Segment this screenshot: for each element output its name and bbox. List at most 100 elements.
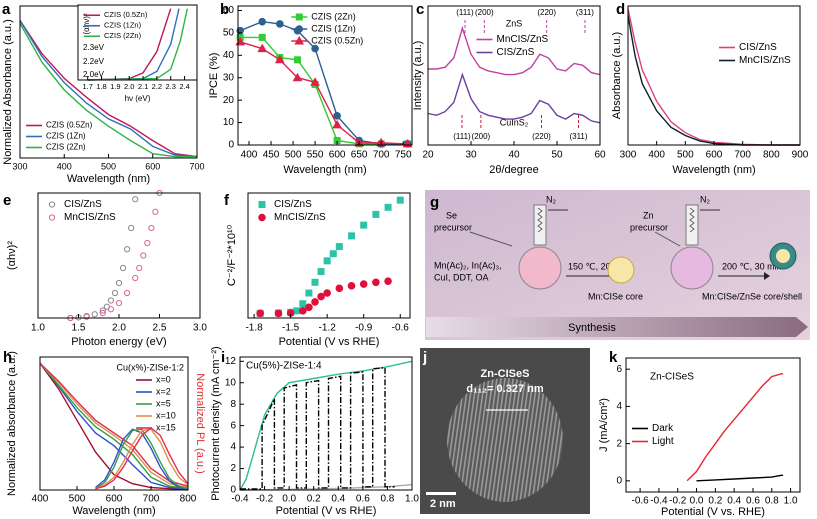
x-tick-label: -0.6 xyxy=(392,323,410,334)
y-tick-label: 20 xyxy=(223,95,235,106)
diagram-text: precursor xyxy=(630,222,668,232)
marker xyxy=(276,20,284,28)
x-axis-label: Potential (V vs RHE) xyxy=(276,505,377,517)
series-line xyxy=(87,8,188,81)
x-tick-label: 0.6 xyxy=(356,494,370,505)
marker xyxy=(332,119,342,129)
diagram-text: precursor xyxy=(434,222,472,232)
reference-label: (220) xyxy=(537,8,556,17)
x-tick-label: -1.5 xyxy=(282,323,300,334)
marker xyxy=(144,239,151,247)
chart: -0.6 -0.4 -0.2 0.0 0.2 0.4 0.6 0.8 1.0 0 2 4 6 Potent… xyxy=(598,349,801,518)
annotation: Cu(5%)-ZISe-1:4 xyxy=(246,361,322,372)
y-tick-label: 50 xyxy=(223,28,235,39)
marker xyxy=(384,203,392,211)
x-tick-label: 1.7 xyxy=(82,82,92,91)
y-axis-label: (αhν)² xyxy=(6,241,18,270)
legend-label: x=15 xyxy=(156,422,176,432)
series-line xyxy=(95,428,189,490)
y-tick-label: 0 xyxy=(228,140,234,151)
series-line xyxy=(39,362,189,491)
lattice-fringes xyxy=(447,378,563,502)
legend-label: CIS/ZnS xyxy=(274,199,312,210)
legend-label: MnCIS/ZnS xyxy=(274,212,326,223)
y-tick-label: 12 xyxy=(225,356,237,367)
x-tick-label: 1.0 xyxy=(405,494,419,505)
marker xyxy=(274,309,283,318)
x-tick-label: -0.2 xyxy=(669,496,687,507)
diagram-text: Mn:CISe/ZnSe core/shell xyxy=(702,291,802,301)
panel-letter: i xyxy=(221,349,225,366)
x-tick-label: 1.0 xyxy=(784,496,798,507)
x-tick-label: 700 xyxy=(734,150,751,161)
plot-frame xyxy=(627,5,801,146)
x-tick-label: 2.0 xyxy=(124,82,134,91)
reference-label: (311) xyxy=(576,8,594,17)
y-tick-label: 4 xyxy=(230,442,236,453)
y-axis-label: Normalized absorbance (a.u.) xyxy=(6,351,18,496)
marker xyxy=(83,313,90,320)
x-tick-label: 3.0 xyxy=(193,323,207,334)
marker xyxy=(347,282,356,290)
panel-letter: h xyxy=(3,349,12,366)
flask xyxy=(670,246,714,290)
x-tick-label: -1.8 xyxy=(245,323,263,334)
y-tick-label: 0 xyxy=(230,485,236,496)
x-tick-label: 50 xyxy=(551,150,563,161)
reference-name: CuInS₂ xyxy=(500,117,529,127)
x-tick-label: 2.2 xyxy=(152,82,162,91)
marker xyxy=(311,278,319,286)
series-line xyxy=(39,362,189,490)
y-tick-label: 40 xyxy=(223,50,235,61)
y-tick-label: 6 xyxy=(616,364,622,375)
y-tick-label: 2 xyxy=(616,438,622,449)
series-line xyxy=(39,362,189,490)
diagram-text: N₂ xyxy=(546,194,556,204)
x-tick-label: 500 xyxy=(285,150,302,161)
x-tick-label: 800 xyxy=(180,494,197,505)
x-tick-label: 300 xyxy=(620,150,637,161)
marker xyxy=(299,307,307,315)
marker xyxy=(148,224,155,232)
x-tick-label: 0.2 xyxy=(307,494,321,505)
x-axis-label: Wavelength (nm) xyxy=(72,505,155,517)
series-line xyxy=(239,360,413,491)
x-tick-label: 30 xyxy=(465,150,477,161)
x-tick-label: 450 xyxy=(263,150,280,161)
marker xyxy=(335,243,343,251)
syringe xyxy=(469,231,513,247)
y-tick-label: 6 xyxy=(230,420,236,431)
diagram-text: CuI, DDT, OA xyxy=(434,272,489,282)
series-line xyxy=(95,428,189,490)
x-axis-label: Wavelength (nm) xyxy=(67,173,150,185)
marker xyxy=(293,307,301,315)
marker xyxy=(323,289,331,297)
y-axis-label: Normalized Absorbance (a.u.) xyxy=(2,19,14,165)
panel-letter: a xyxy=(2,1,11,18)
legend-label: CZIS (1Zn) xyxy=(311,23,356,33)
marker xyxy=(48,214,56,221)
x-tick-label: 60 xyxy=(594,150,606,161)
marker xyxy=(140,252,147,259)
x-tick-label: 0.2 xyxy=(708,496,722,507)
y-axis-label: Intensity (a.u.) xyxy=(412,41,424,111)
diagram-text: 200 ℃, 30 min xyxy=(722,261,782,271)
y-axis-label: (αhν)² xyxy=(82,13,91,34)
legend-label: CZIS (0.5Zn) xyxy=(104,10,148,19)
core-particle xyxy=(776,249,790,263)
marker xyxy=(294,35,305,45)
marker xyxy=(372,210,380,218)
legend-title: Cu(x%)-ZISe-1:2 xyxy=(116,362,184,372)
x-tick-label: -0.4 xyxy=(650,496,668,507)
marker xyxy=(119,264,127,272)
marker xyxy=(111,289,119,297)
chart: 1.0 1.5 2.0 2.5 3.0 Photon energy (eV) (αhν)² e… xyxy=(3,189,207,348)
reference-label: (220) xyxy=(532,132,551,141)
x-axis-label: Photon energy (eV) xyxy=(71,336,166,348)
annotation: 2.2eV xyxy=(83,57,105,66)
diagram-text: Synthesis xyxy=(568,322,616,334)
plot-frame xyxy=(625,357,801,493)
x-tick-label: -0.2 xyxy=(256,494,274,505)
marker xyxy=(132,196,139,203)
x-tick-label: 550 xyxy=(307,150,324,161)
